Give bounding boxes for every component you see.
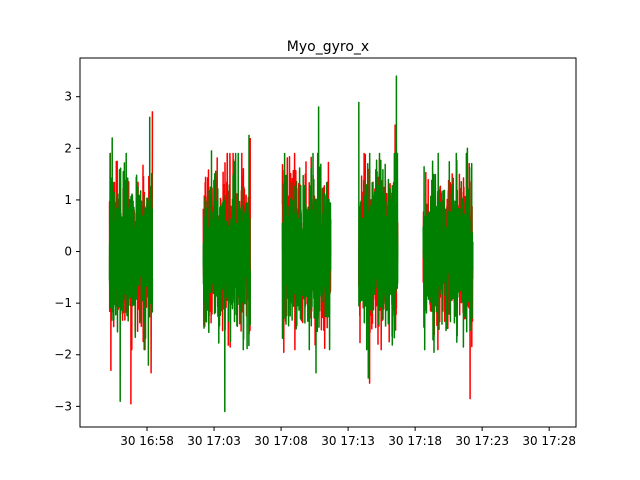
y-tick-label: −1 [54, 296, 72, 310]
x-tick-label: 30 17:08 [254, 434, 308, 448]
x-tick-label: 30 17:03 [187, 434, 241, 448]
series-2-line [108, 116, 154, 402]
x-tick-label: 30 17:13 [321, 434, 375, 448]
x-axis: 30 16:58 30 17:03 30 17:08 30 17:13 30 17:18… [120, 427, 576, 448]
y-axis: −3 −2 −1 0 1 2 3 [54, 90, 80, 413]
chart-title: Myo_gyro_x [287, 39, 369, 55]
x-tick-label: 30 17:28 [522, 434, 576, 448]
x-tick-label: 30 17:18 [388, 434, 442, 448]
y-tick-label: −2 [54, 348, 72, 362]
x-tick-label: 30 17:23 [455, 434, 509, 448]
series-2-line [202, 134, 251, 413]
y-tick-label: 3 [64, 90, 72, 104]
plot-frame [79, 57, 577, 428]
y-tick-label: 1 [64, 193, 72, 207]
y-tick-label: 2 [64, 141, 72, 155]
series-layer [108, 75, 474, 413]
y-tick-label: 0 [64, 245, 72, 259]
series-2-line [281, 106, 332, 374]
series-2-line [422, 147, 474, 353]
y-tick-label: −3 [54, 399, 72, 413]
series-2-line [358, 75, 399, 379]
x-tick-label: 30 16:58 [120, 434, 174, 448]
